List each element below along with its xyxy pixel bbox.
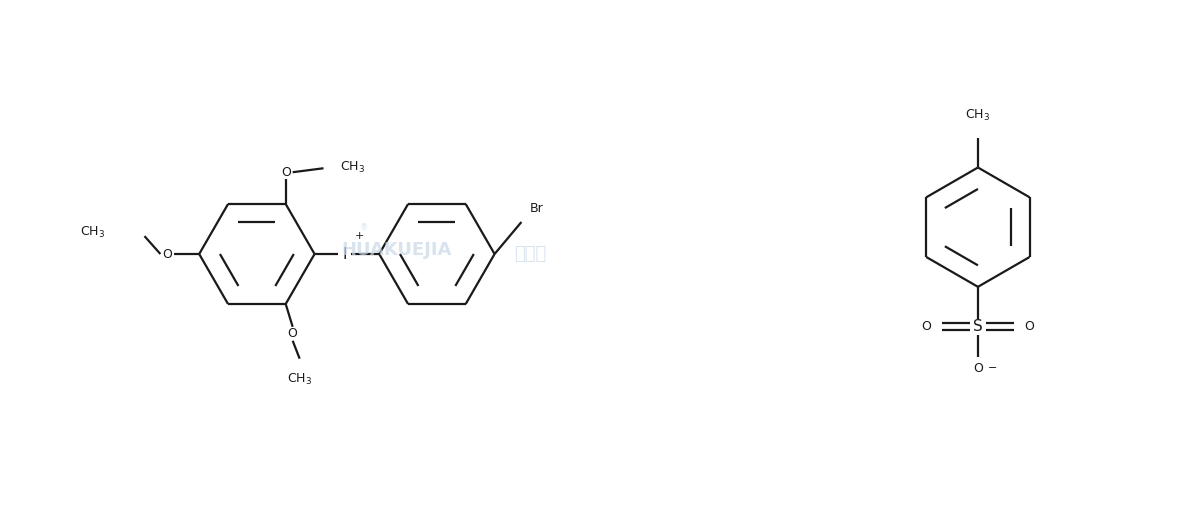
Text: I: I xyxy=(342,246,347,262)
Text: O: O xyxy=(288,327,298,340)
Text: S: S xyxy=(973,319,983,334)
Text: O: O xyxy=(162,247,173,261)
Text: CH$_3$: CH$_3$ xyxy=(79,225,104,240)
Text: O: O xyxy=(1025,320,1034,333)
Text: O: O xyxy=(973,362,983,375)
Text: +: + xyxy=(354,231,364,241)
Text: −: − xyxy=(988,364,997,373)
Text: CH$_3$: CH$_3$ xyxy=(341,160,366,175)
Text: CH$_3$: CH$_3$ xyxy=(287,372,312,387)
Text: Br: Br xyxy=(529,202,544,215)
Text: O: O xyxy=(281,166,290,179)
Text: CH$_3$: CH$_3$ xyxy=(965,108,990,123)
Text: HUAKUEJIA: HUAKUEJIA xyxy=(341,241,451,259)
Text: ®: ® xyxy=(360,223,368,231)
Text: 化学加: 化学加 xyxy=(515,245,546,263)
Text: O: O xyxy=(922,320,931,333)
